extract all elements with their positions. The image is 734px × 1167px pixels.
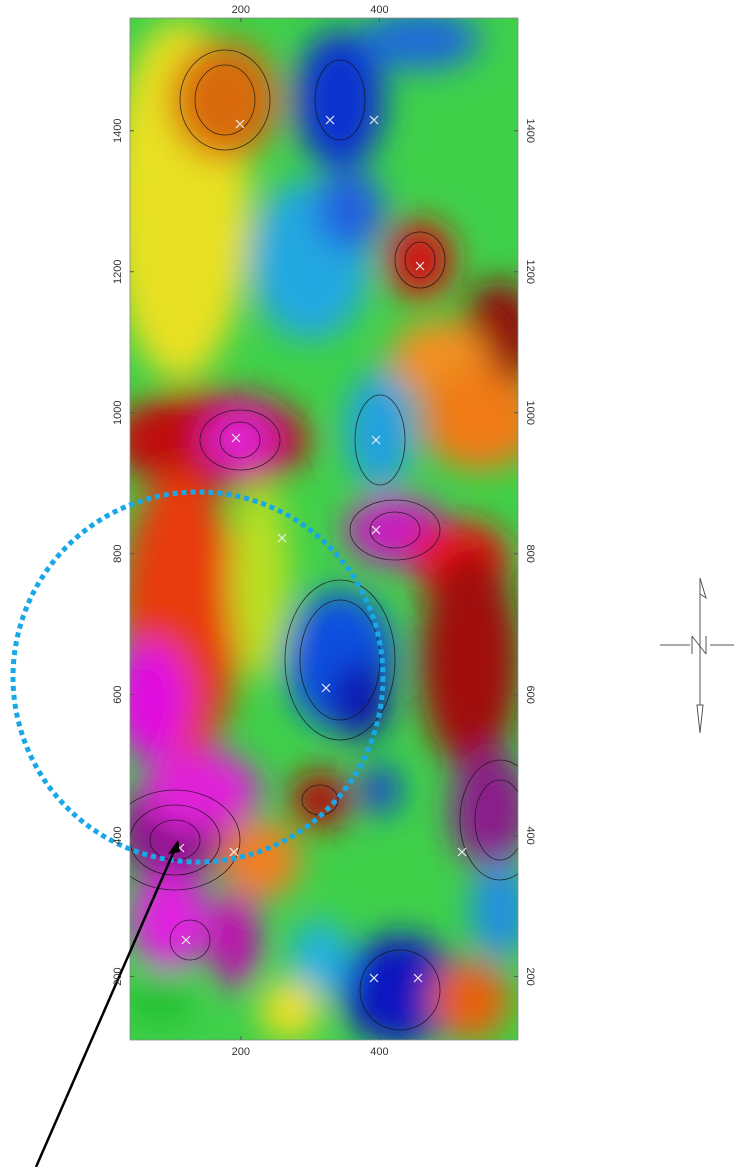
y-tick-label: 1200 — [112, 259, 124, 283]
x-tick-label: 400 — [370, 1046, 388, 1058]
y-tick-label: 800 — [112, 544, 124, 562]
pointer-arrow — [34, 841, 180, 1167]
y-tick-label: 200 — [112, 967, 124, 985]
y-tick-label: 200 — [524, 967, 536, 985]
x-tick-label: 200 — [232, 4, 250, 16]
x-tick-label: 400 — [370, 4, 388, 16]
y-tick-label: 1000 — [524, 400, 536, 424]
y-tick-label: 800 — [524, 544, 536, 562]
map-frame — [129, 17, 519, 1041]
y-tick-label: 1200 — [524, 259, 536, 283]
y-tick-label: 600 — [112, 685, 124, 703]
highlight-circle — [10, 489, 386, 865]
y-tick-label: 1400 — [524, 119, 536, 143]
north-arrow — [660, 577, 734, 734]
y-tick-label: 1000 — [112, 400, 124, 424]
x-tick-label: 200 — [232, 1046, 250, 1058]
y-tick-label: 400 — [112, 826, 124, 844]
y-tick-label: 600 — [524, 685, 536, 703]
y-tick-label: 400 — [524, 826, 536, 844]
arrow-head — [168, 840, 180, 854]
y-tick-label: 1400 — [112, 119, 124, 143]
contour-map — [130, 18, 518, 1040]
